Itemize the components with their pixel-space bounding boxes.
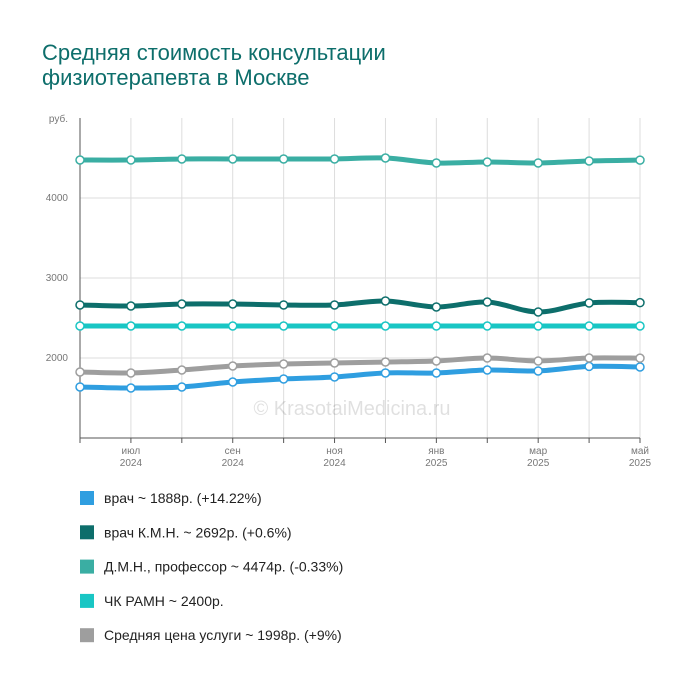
point — [533, 158, 543, 168]
y-tick-label: 2000 — [46, 353, 69, 364]
point — [329, 321, 340, 331]
point — [278, 321, 289, 331]
x-tick-year: 2024 — [222, 458, 245, 469]
x-tick-year: 2024 — [120, 458, 143, 469]
point — [380, 153, 391, 163]
point — [533, 356, 543, 366]
chart-title: Средняя стоимость консультации физиотера… — [42, 40, 386, 90]
point — [177, 299, 187, 309]
point — [431, 356, 442, 366]
point — [278, 300, 289, 310]
legend-label: Средняя цена услуги ~ 1998р. (+9%) — [104, 627, 342, 643]
point — [380, 296, 391, 306]
point — [227, 361, 238, 371]
point — [635, 321, 645, 331]
point — [584, 156, 594, 166]
point — [533, 307, 543, 317]
point — [329, 358, 340, 368]
point — [584, 321, 594, 331]
legend-swatch — [80, 491, 94, 505]
point — [177, 154, 187, 164]
x-tick-label: мар — [529, 446, 547, 457]
point — [380, 368, 391, 378]
point — [126, 155, 136, 165]
point — [380, 357, 391, 367]
point — [75, 300, 85, 310]
point — [75, 321, 85, 331]
point — [227, 377, 238, 387]
point — [380, 321, 391, 331]
x-tick-year: 2025 — [527, 458, 550, 469]
y-tick-label: 3000 — [46, 273, 69, 284]
point — [278, 359, 289, 369]
point — [584, 361, 594, 372]
point — [482, 157, 493, 167]
y-tick-label: 4000 — [46, 193, 69, 204]
legend-label: ЧК РАМН ~ 2400р. — [104, 593, 224, 609]
point — [482, 321, 493, 331]
point — [431, 321, 442, 331]
point — [635, 362, 645, 372]
x-tick-label: май — [631, 446, 649, 457]
point — [482, 297, 493, 307]
point — [584, 298, 594, 308]
legend-swatch — [80, 593, 94, 608]
point — [278, 374, 289, 384]
legend-label: врач К.М.Н. ~ 2692р. (+0.6%) — [104, 524, 292, 540]
y-axis-label: руб. — [49, 113, 68, 125]
x-tick-label: ноя — [326, 446, 343, 457]
point — [227, 321, 238, 331]
point — [329, 154, 340, 164]
point — [533, 366, 543, 376]
point — [635, 297, 645, 308]
point — [431, 158, 442, 168]
point — [227, 299, 238, 309]
point — [635, 155, 645, 165]
point — [227, 154, 238, 164]
point — [278, 154, 289, 164]
x-tick-label: янв — [428, 446, 444, 457]
point — [329, 300, 340, 310]
point — [177, 365, 187, 375]
legend-label: Д.М.Н., профессор ~ 4474р. (-0.33%) — [104, 559, 343, 575]
point — [431, 302, 442, 312]
point — [75, 155, 85, 165]
point — [482, 353, 493, 363]
legend-label: врач ~ 1888р. (+14.22%) — [104, 490, 262, 506]
point — [75, 382, 85, 392]
point — [75, 367, 85, 377]
legend-swatch — [80, 628, 94, 643]
point — [482, 365, 493, 375]
point — [329, 372, 340, 382]
x-tick-year: 2025 — [629, 458, 652, 469]
x-tick-year: 2025 — [425, 458, 448, 469]
point — [126, 301, 136, 311]
watermark: © KrasotaiMedicina.ru — [253, 398, 450, 420]
point — [126, 383, 136, 393]
x-tick-year: 2024 — [323, 458, 346, 469]
point — [533, 321, 543, 331]
x-tick-label: сен — [225, 446, 241, 457]
x-tick-label: июл — [122, 446, 141, 457]
series-line — [77, 298, 643, 315]
legend-swatch — [80, 559, 94, 574]
point — [126, 368, 136, 378]
legend-swatch — [80, 525, 94, 540]
series-line — [77, 155, 643, 166]
point — [635, 353, 645, 363]
point — [177, 382, 187, 392]
point — [177, 321, 187, 331]
point — [126, 321, 136, 331]
point — [431, 368, 442, 378]
point — [584, 353, 594, 363]
